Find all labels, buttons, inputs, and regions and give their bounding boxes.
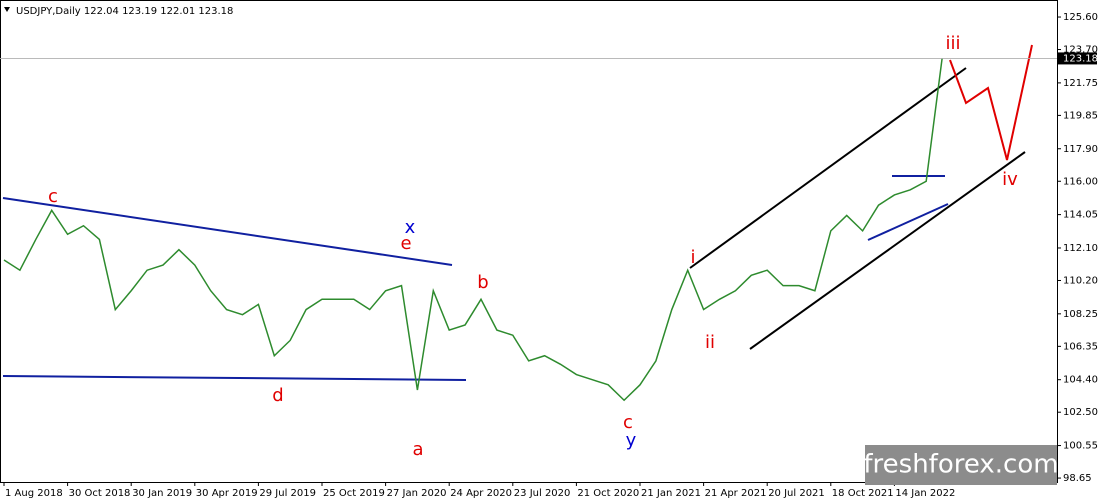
wave-label: i xyxy=(690,247,695,268)
y-tick-label: 123.70 xyxy=(1063,45,1098,56)
x-tick-label: 23 Jul 2020 xyxy=(514,488,571,499)
x-tick-label: 24 Apr 2020 xyxy=(450,488,512,499)
watermark-box xyxy=(865,445,1057,485)
wave-label: b xyxy=(477,272,488,293)
y-tick-label: 98.65 xyxy=(1063,473,1092,484)
wave-label: x xyxy=(405,217,416,238)
wave-label: d xyxy=(272,385,283,406)
x-tick-label: 29 Jul 2019 xyxy=(259,488,316,499)
channel-line xyxy=(689,67,967,269)
current-price-label: 123.18 xyxy=(1063,53,1098,64)
trendlines xyxy=(2,44,1033,381)
x-tick-label: 18 Oct 2021 xyxy=(832,488,894,499)
forecast-path xyxy=(949,44,1033,161)
y-tick-label: 108.25 xyxy=(1063,309,1098,320)
x-tick-label: 14 Jan 2022 xyxy=(895,488,955,499)
channel-line xyxy=(749,151,1026,350)
y-tick-label: 114.05 xyxy=(1063,210,1098,221)
trendline xyxy=(867,203,949,241)
menu-arrow xyxy=(4,7,10,12)
x-tick-label: 1 Aug 2018 xyxy=(5,488,63,499)
x-tick-label: 30 Jan 2019 xyxy=(132,488,192,499)
x-tick-label: 25 Oct 2019 xyxy=(323,488,385,499)
chart-subtitle: USDJPY,Daily 122.04 123.19 122.01 123.18 xyxy=(16,6,233,17)
x-tick-label: 30 Apr 2019 xyxy=(196,488,258,499)
wave-label: a xyxy=(412,439,423,460)
y-tick-label: 117.90 xyxy=(1063,144,1098,155)
y-tick-label: 121.75 xyxy=(1063,78,1098,89)
y-tick-label: 116.00 xyxy=(1063,176,1098,187)
y-tick-label: 119.85 xyxy=(1063,110,1098,121)
wave-label: iv xyxy=(1002,169,1018,190)
x-tick-label: 20 Jul 2021 xyxy=(768,488,825,499)
x-tick-label: 21 Oct 2020 xyxy=(577,488,639,499)
wave-label: iii xyxy=(945,33,960,54)
y-tick-label: 112.10 xyxy=(1063,243,1098,254)
price-line xyxy=(3,58,943,402)
wave-label: c xyxy=(623,412,633,433)
wave-label: ii xyxy=(705,332,715,353)
x-tick-label: 21 Apr 2021 xyxy=(705,488,767,499)
trendline xyxy=(2,375,467,381)
y-tick-label: 102.50 xyxy=(1063,407,1098,418)
y-tick-label: 110.20 xyxy=(1063,275,1098,286)
x-tick-label: 21 Jan 2021 xyxy=(641,488,701,499)
plot-frame xyxy=(0,0,1058,483)
y-tick-label: 106.35 xyxy=(1063,341,1098,352)
y-tick-label: 104.40 xyxy=(1063,375,1098,386)
wave-label: e xyxy=(400,233,411,254)
y-tick-label: 125.60 xyxy=(1063,12,1098,23)
wave-label: c xyxy=(48,186,58,207)
current-price-box xyxy=(1057,52,1097,65)
watermark: freshforex.com xyxy=(863,450,1058,480)
x-tick-label: 27 Jan 2020 xyxy=(387,488,447,499)
wave-label: y xyxy=(626,430,637,451)
x-tick-label: 30 Oct 2018 xyxy=(69,488,131,499)
y-tick-label: 100.55 xyxy=(1063,441,1098,452)
trendline xyxy=(2,197,453,266)
